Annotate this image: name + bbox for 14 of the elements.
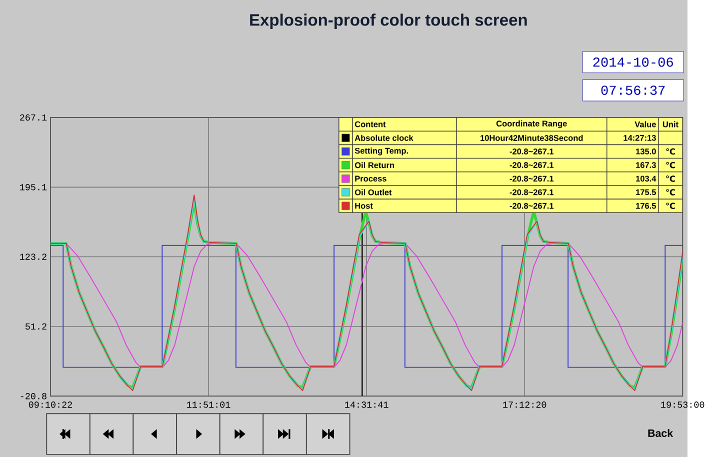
x-tick-label: 14:31:41 [345, 401, 388, 408]
x-tick-label: 09:10:22 [28, 401, 72, 408]
chart-title: Explosion-proof color touch screen [250, 14, 527, 29]
y-tick-label: 123.2 [20, 253, 46, 260]
text: 07:56:37 [601, 86, 665, 95]
text: Back [648, 428, 674, 437]
x-tick-label: 17:12:20 [503, 401, 546, 408]
y-tick-label: 195.1 [20, 184, 47, 190]
x-tick-label: 11:51:01 [187, 401, 230, 408]
x-tick-label: 19:53:00 [661, 401, 704, 408]
y-tick-label: -20.8 [20, 392, 46, 400]
y-tick-label: 267.1 [20, 114, 47, 120]
y-tick-label: 51.2 [26, 323, 46, 330]
text: 2014-10-06 [593, 57, 674, 67]
